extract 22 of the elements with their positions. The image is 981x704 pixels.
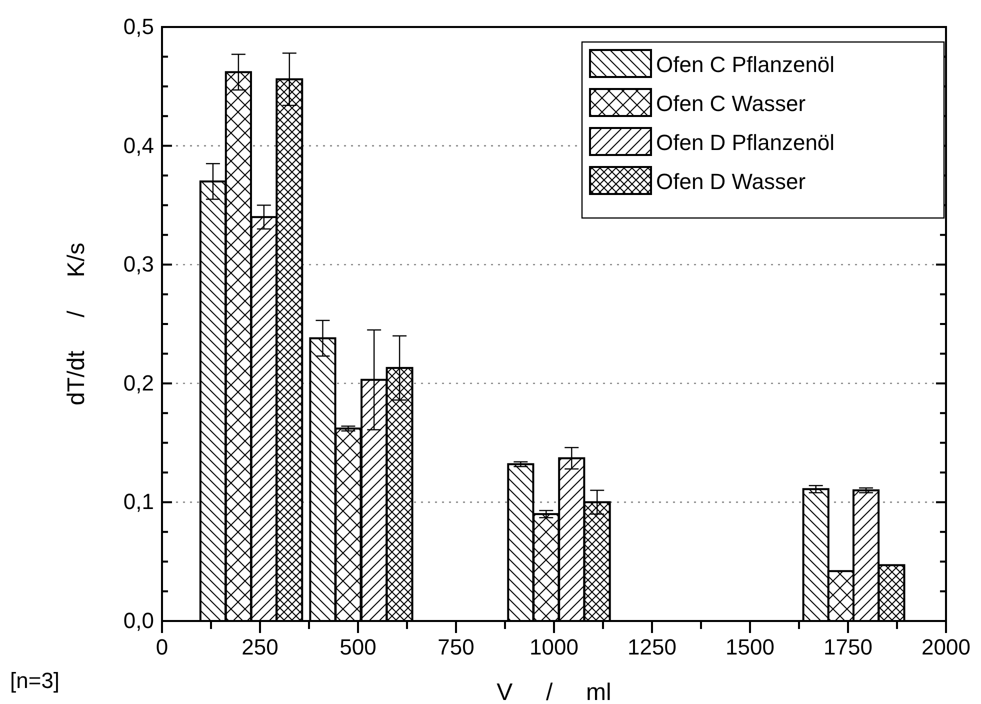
x-tick-label: 750 [438,634,474,660]
y-axis-title: dT/dt / K/s [63,242,90,406]
x-tick-label: 1000 [530,634,578,660]
x-tick-label: 2000 [922,634,970,660]
legend-label: Ofen D Wasser [656,169,806,194]
legend-label: Ofen C Wasser [656,91,806,116]
y-tick-label: 0,4 [123,132,154,158]
x-tick-label: 0 [156,634,168,660]
y-tick-label: 0,3 [123,252,154,277]
x-tick-label: 500 [340,634,376,660]
x-tick-label: 250 [242,634,278,660]
x-tick-label: 1750 [824,634,872,660]
y-tick-label: 0,0 [123,608,154,634]
text: [n=3] [10,668,60,693]
x-tick-label: 1500 [726,634,774,660]
y-tick-label: 0,1 [123,489,154,514]
y-tick-label: 0,2 [123,370,154,396]
x-axis-title: V / ml [496,679,612,704]
x-tick-label: 1250 [628,634,676,660]
legend-label: Ofen C Pflanzenöl [656,52,835,77]
legend-label: Ofen D Pflanzenöl [656,130,835,155]
y-tick-label: 0,5 [123,14,154,40]
